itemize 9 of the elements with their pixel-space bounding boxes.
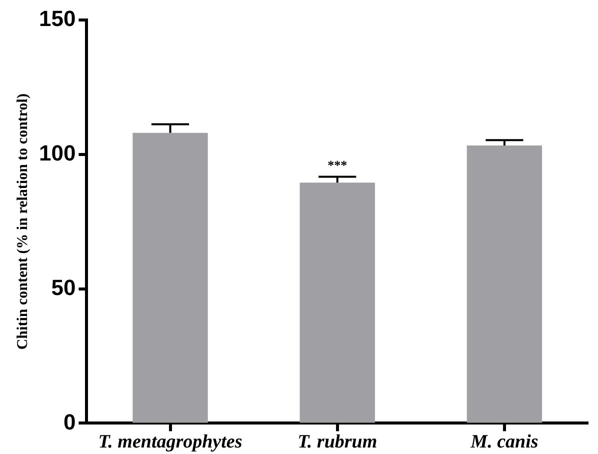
- y-axis-title: Chitin content (% in relation to control): [14, 94, 31, 350]
- x-tick-label: T. rubrum: [298, 432, 378, 453]
- x-tick-label: T. mentagrophytes: [98, 432, 242, 453]
- y-tick-label: 50: [51, 274, 76, 300]
- annotation: ***: [328, 158, 348, 173]
- x-tick-label: M. canis: [470, 432, 538, 453]
- y-tick-label: 100: [38, 140, 76, 166]
- y-tick-label: 0: [63, 409, 76, 434]
- y-tick-label: 150: [38, 6, 76, 32]
